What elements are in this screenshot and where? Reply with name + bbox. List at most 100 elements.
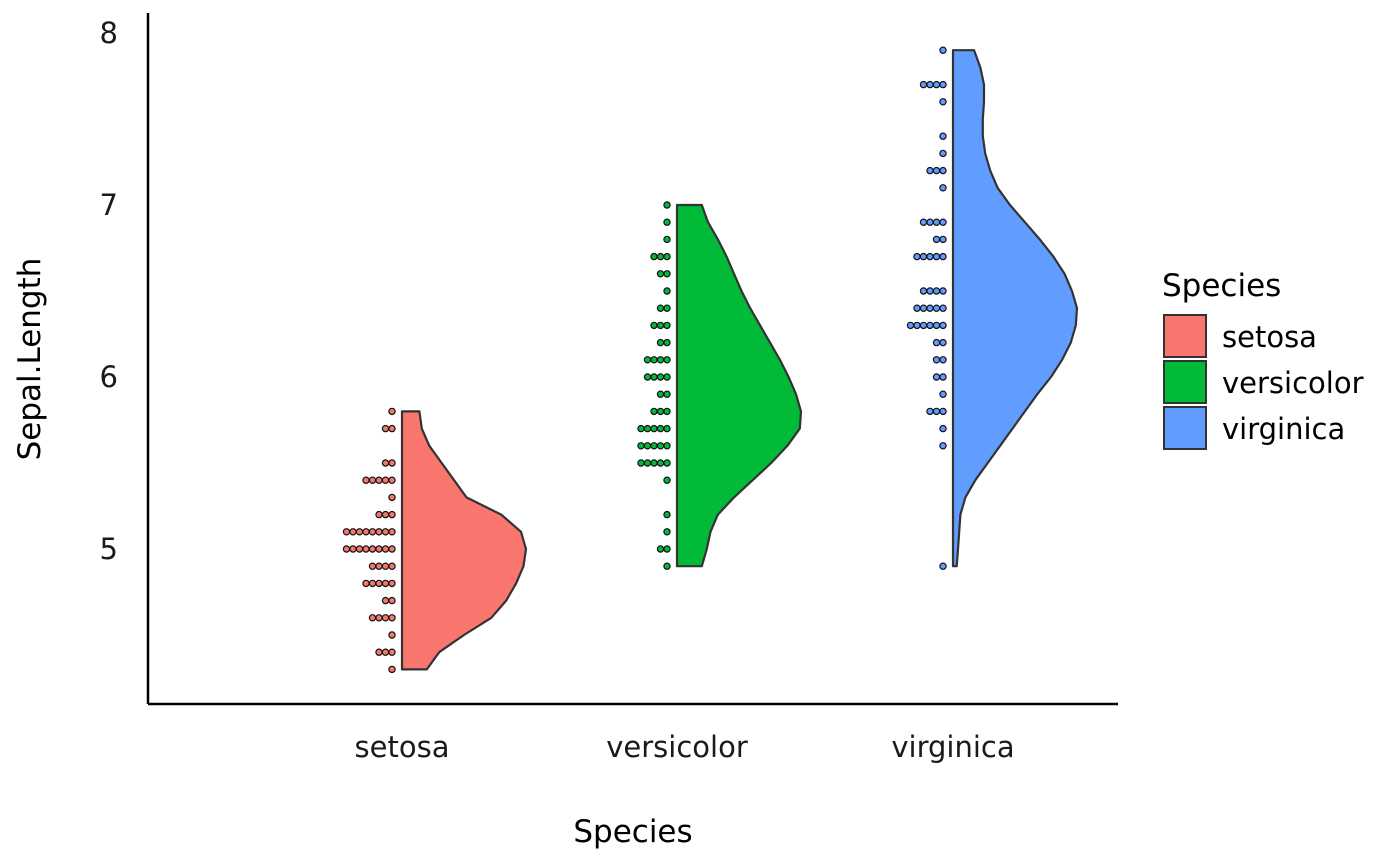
data-dot: [939, 252, 947, 261]
axes: [146, 13, 1118, 706]
x-axis-title: Species: [573, 814, 692, 850]
data-dot: [368, 579, 377, 588]
data-dot: [388, 493, 396, 502]
data-dot: [663, 510, 671, 519]
data-dot: [932, 407, 941, 416]
data-dot: [932, 287, 941, 295]
data-dot: [919, 80, 928, 89]
data-dot: [939, 304, 947, 312]
data-dot: [663, 373, 671, 381]
data-dot: [663, 201, 671, 209]
data-dot: [926, 304, 934, 312]
data-dot: [643, 424, 652, 433]
data-dot: [381, 424, 390, 433]
data-dot: [939, 235, 947, 244]
data-dot: [388, 545, 396, 553]
data-dot: [381, 545, 390, 553]
y-tick-label: 8: [100, 16, 118, 50]
data-dot: [650, 407, 658, 416]
data-dot: [939, 373, 947, 381]
data-dot: [656, 373, 665, 381]
data-dot: [375, 614, 383, 622]
data-dot: [663, 287, 671, 295]
data-dot: [388, 407, 396, 416]
data-dot: [368, 562, 377, 570]
data-dot: [939, 80, 947, 89]
data-dot: [926, 407, 934, 416]
y-axis-title: Sepal.Length: [12, 258, 48, 461]
data-dot: [388, 648, 396, 656]
data-dot: [375, 510, 383, 519]
data-dot: [656, 252, 665, 261]
data-dot: [381, 562, 390, 570]
data-dot: [650, 321, 658, 330]
data-dot: [919, 287, 928, 295]
legend-label-versicolor: versicolor: [1222, 366, 1364, 400]
data-dot: [342, 528, 351, 536]
data-dot: [939, 149, 947, 158]
x-tick-labels: setosa versicolor virginica: [355, 730, 1015, 764]
data-dot: [932, 252, 941, 261]
data-dot: [381, 614, 390, 622]
data-dot: [913, 252, 921, 261]
data-dot: [656, 545, 665, 553]
data-dot: [932, 356, 941, 364]
y-tick-label: 7: [100, 188, 118, 222]
data-dot: [656, 304, 665, 312]
data-dot: [906, 321, 915, 330]
data-dot: [939, 424, 947, 433]
data-dot: [362, 476, 370, 484]
data-dot: [381, 648, 390, 656]
series-setosa: [342, 407, 528, 674]
data-dot: [650, 442, 658, 450]
data-dot: [388, 476, 396, 484]
data-dot: [375, 545, 383, 553]
data-dot: [663, 545, 671, 553]
data-dot: [388, 631, 396, 639]
data-dot: [932, 218, 941, 226]
data-dot: [939, 166, 947, 175]
data-dot: [362, 528, 370, 536]
data-dot: [650, 252, 658, 261]
data-dot: [349, 528, 357, 536]
data-dot: [375, 579, 383, 588]
data-dot: [355, 528, 364, 536]
data-dot: [926, 287, 934, 295]
data-dot: [388, 614, 396, 622]
data-dot: [926, 80, 934, 89]
data-dot: [362, 545, 370, 553]
data-dot: [932, 235, 941, 244]
x-tick-label: setosa: [355, 730, 450, 764]
data-dot: [342, 545, 351, 553]
data-dot: [663, 459, 671, 467]
data-dot: [355, 545, 364, 553]
data-dot: [919, 321, 928, 330]
data-dot: [650, 459, 658, 467]
data-dot: [643, 373, 652, 381]
data-dot: [932, 373, 941, 381]
data-dot: [939, 338, 947, 347]
data-dot: [656, 459, 665, 467]
data-dot: [663, 476, 671, 484]
data-dot: [939, 46, 947, 54]
data-dot: [650, 373, 658, 381]
data-dot: [663, 321, 671, 330]
data-dot: [368, 545, 377, 553]
data-dot: [913, 304, 921, 312]
data-dot: [656, 442, 665, 450]
data-dot: [663, 407, 671, 416]
data-dot: [637, 459, 645, 467]
data-dot: [919, 304, 928, 312]
data-dot: [932, 338, 941, 347]
data-dot: [663, 390, 671, 398]
data-dot: [388, 562, 396, 570]
data-dot: [349, 545, 357, 553]
data-dot: [656, 390, 665, 398]
data-dot: [375, 476, 383, 484]
legend-swatch-setosa: [1163, 314, 1207, 358]
data-dot: [637, 442, 645, 450]
data-dot: [939, 390, 947, 398]
legend-label-virginica: virginica: [1222, 412, 1345, 446]
data-dot: [368, 528, 377, 536]
data-dot: [939, 132, 947, 140]
